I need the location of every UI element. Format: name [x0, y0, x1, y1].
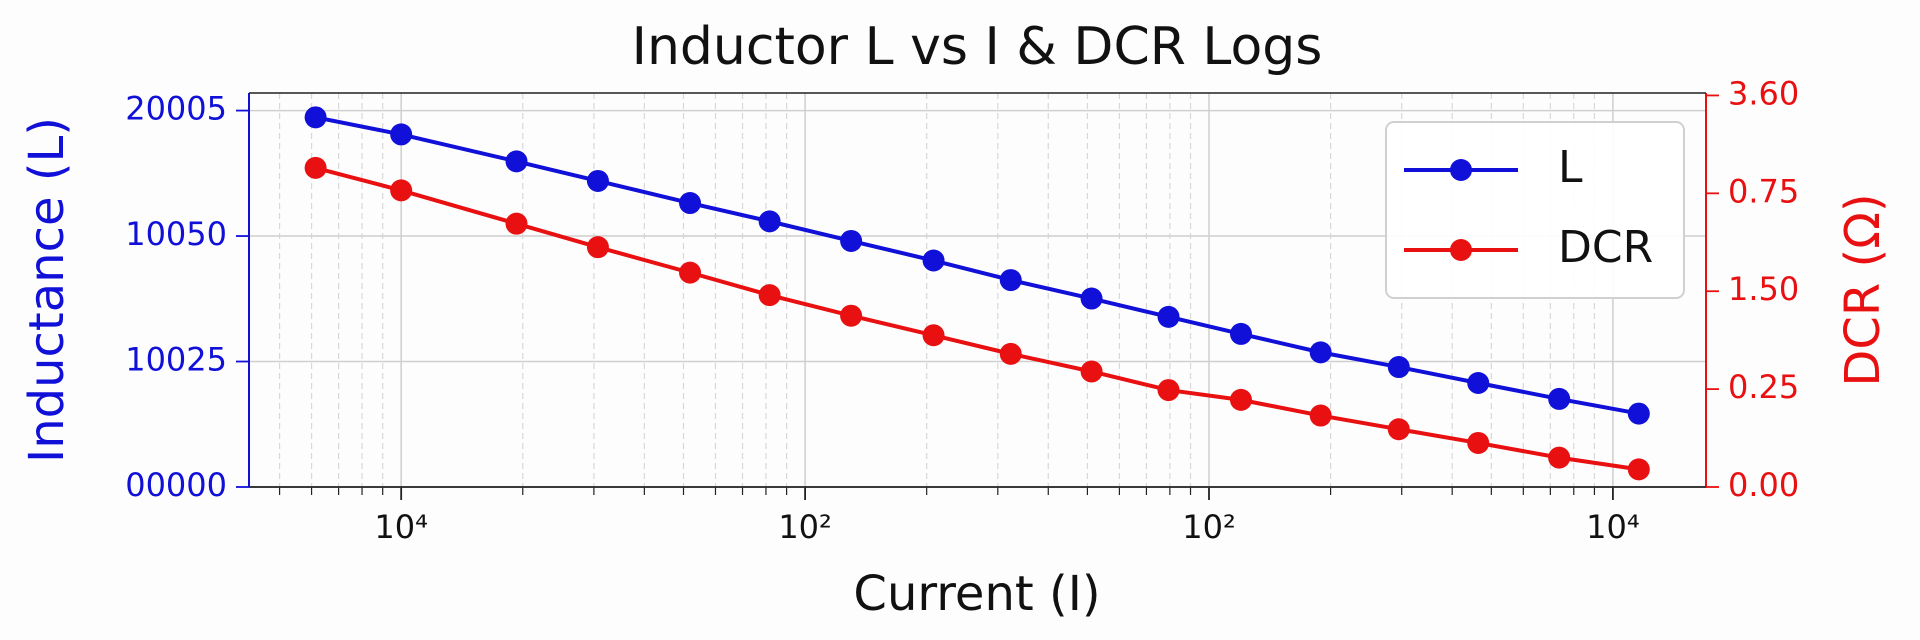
x-tick-label: 10²: [1182, 508, 1236, 546]
data-point: [586, 169, 609, 192]
y-tick-label: 10025: [125, 341, 227, 379]
data-point: [679, 192, 702, 215]
data-point: [1387, 356, 1410, 379]
data-point: [1080, 287, 1103, 310]
data-point: [505, 150, 528, 173]
data-point: [1387, 418, 1410, 441]
legend-marker: [1450, 159, 1472, 181]
data-point: [758, 284, 781, 307]
chart-title: Inductor L vs I & DCR Logs: [632, 17, 1323, 77]
data-point: [1157, 379, 1180, 402]
data-point: [840, 229, 863, 252]
data-point: [304, 106, 327, 129]
data-point: [1229, 388, 1252, 411]
y2-tick-label: 3.60: [1728, 74, 1799, 112]
data-point: [758, 210, 781, 233]
y2-axis-label: DCR (Ω): [1835, 193, 1891, 386]
y-axis-label: Inductance (L): [19, 117, 75, 463]
data-point: [390, 179, 413, 202]
data-point: [1627, 458, 1650, 481]
data-point: [304, 156, 327, 179]
data-point: [1548, 446, 1571, 469]
legend-marker: [1450, 239, 1472, 261]
y-tick-label: 10050: [125, 215, 227, 253]
data-point: [1467, 371, 1490, 394]
data-point: [922, 249, 945, 272]
y2-tick-label: 0.75: [1728, 172, 1799, 210]
data-point: [679, 261, 702, 284]
y2-tick-label: 0.00: [1728, 466, 1799, 504]
data-point: [1548, 387, 1571, 410]
y2-tick-label: 0.25: [1728, 368, 1799, 406]
data-point: [1309, 341, 1332, 364]
legend: L DCR: [1385, 121, 1685, 299]
x-tick-label: 10²: [778, 508, 832, 546]
data-point: [999, 269, 1022, 292]
data-point: [999, 342, 1022, 365]
data-point: [1157, 305, 1180, 328]
data-point: [390, 123, 413, 146]
legend-label: DCR: [1558, 222, 1653, 273]
data-point: [1229, 322, 1252, 345]
data-point: [1309, 404, 1332, 427]
data-point: [505, 212, 528, 235]
legend-label: L: [1558, 142, 1583, 193]
x-tick-label: 10⁴: [374, 508, 428, 546]
y2-tick-label: 1.50: [1728, 270, 1799, 308]
data-point: [1627, 402, 1650, 425]
data-point: [1080, 360, 1103, 383]
data-point: [922, 324, 945, 347]
y-tick-label: 20005: [125, 90, 227, 128]
y-tick-label: 00000: [125, 466, 227, 504]
data-point: [1467, 431, 1490, 454]
x-axis-label: Current (I): [853, 566, 1100, 622]
data-point: [586, 236, 609, 259]
data-point: [840, 304, 863, 327]
x-tick-label: 10⁴: [1586, 508, 1640, 546]
